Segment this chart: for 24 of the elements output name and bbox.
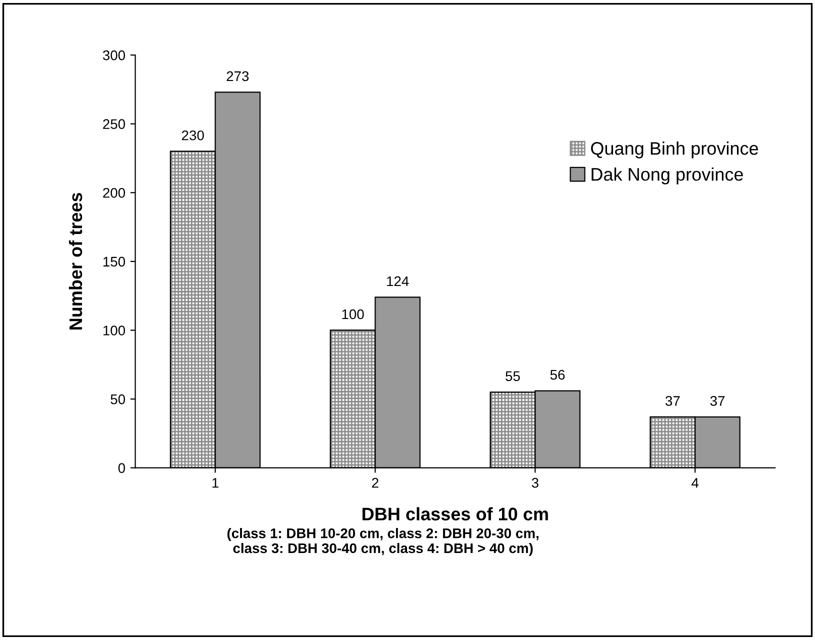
text: (class 1: DBH 10-20 cm, class 2: DBH 20-30 cm, class 3: DBH 30-40 cm, class 4: DBH > 40 cm) xyxy=(227,528,538,556)
x-tick-label: 1 xyxy=(212,478,218,488)
y-axis-title: Number of trees xyxy=(68,192,82,330)
data-label: 56 xyxy=(550,370,565,380)
data-label: 37 xyxy=(666,396,680,406)
data-label: 273 xyxy=(226,71,249,82)
y-tick-label: 100 xyxy=(103,326,126,336)
data-label: 100 xyxy=(342,309,364,320)
y-tick-label: 150 xyxy=(103,256,126,267)
legend-label: Dak Nong province xyxy=(592,168,743,184)
y-tick-label: 200 xyxy=(103,188,126,198)
y-tick-label: 300 xyxy=(102,50,126,60)
x-tick-label: 2 xyxy=(372,478,378,488)
data-label: 37 xyxy=(710,396,725,406)
y-tick-label: 250 xyxy=(103,119,126,130)
data-label: 55 xyxy=(506,371,520,382)
x-tick-label: 4 xyxy=(692,478,699,488)
legend-label: Quang Binh province xyxy=(591,142,758,158)
x-axis-title: DBH classes of 10 cm xyxy=(362,507,548,520)
y-tick-label: 50 xyxy=(110,394,126,404)
data-label: 230 xyxy=(182,130,204,140)
data-label: 124 xyxy=(387,276,409,286)
y-tick-label: 0 xyxy=(118,463,126,474)
x-tick-label: 3 xyxy=(532,478,538,488)
